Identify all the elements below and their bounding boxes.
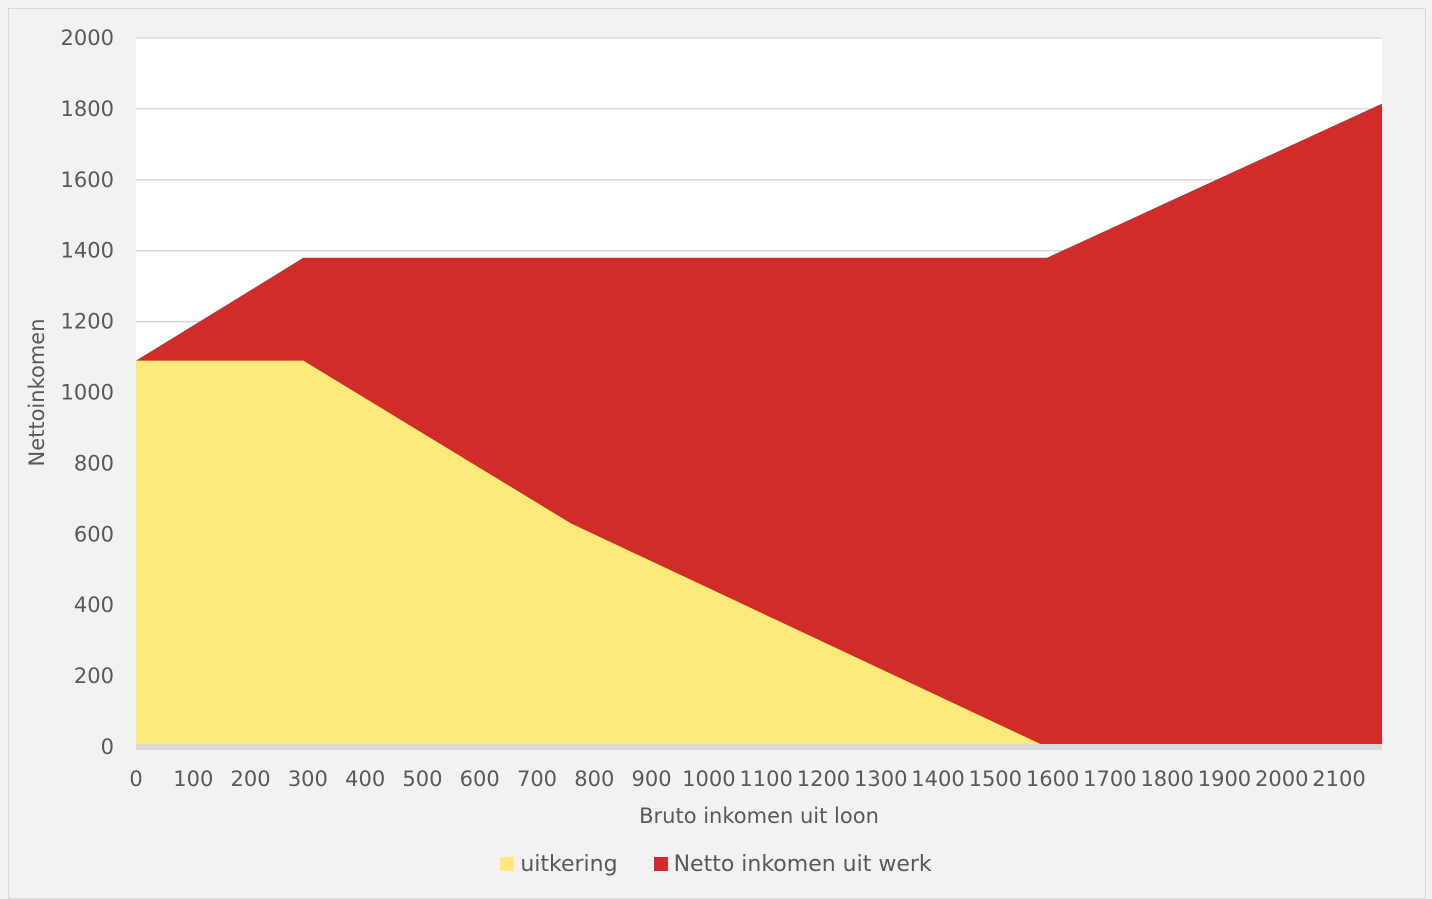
legend-swatch-netto-inkomen: [653, 857, 668, 871]
area-series: [136, 103, 1382, 747]
legend: uitkering Netto inkomen uit werk: [0, 846, 1432, 882]
x-tick-label: 1500: [969, 767, 1022, 791]
legend-item-uitkering: uitkering: [500, 851, 618, 877]
x-tick-label: 1300: [854, 767, 907, 791]
x-tick-label: 1200: [797, 767, 850, 791]
x-tick-label: 700: [517, 767, 557, 791]
x-tick-label: 1600: [1026, 767, 1079, 791]
y-tick-label: 2000: [61, 26, 114, 50]
x-tick-label: 300: [288, 767, 328, 791]
y-tick-labels: 0 200 400 600 800 1000 1200 1400 1600 1800 2000: [61, 26, 114, 759]
y-axis-title: Nettoinkomen: [25, 318, 49, 466]
y-tick-label: 400: [74, 593, 114, 617]
legend-label-uitkering: uitkering: [520, 851, 618, 877]
y-tick-label: 1000: [61, 381, 114, 405]
y-tick-label: 0: [101, 735, 114, 759]
x-axis-title: Bruto inkomen uit loon: [639, 804, 879, 828]
y-tick-label: 1200: [61, 310, 114, 334]
x-tick-label: 1700: [1083, 767, 1136, 791]
y-tick-label: 1800: [61, 97, 114, 121]
x-tick-label: 1400: [911, 767, 964, 791]
y-tick-label: 200: [74, 664, 114, 688]
x-tick-label: 1900: [1198, 767, 1251, 791]
x-tick-label: 500: [402, 767, 442, 791]
x-tick-labels: 0 100 200 300 400 500 600 700 800 900 1000 1100 1200…: [129, 767, 1365, 791]
x-tick-label: 800: [574, 767, 614, 791]
x-tick-label: 1100: [739, 767, 792, 791]
x-tick-label: 100: [173, 767, 213, 791]
area-uitkering: [136, 360, 1382, 747]
y-tick-label: 800: [74, 451, 114, 475]
x-tick-label: 2000: [1255, 767, 1308, 791]
x-tick-label: 0: [129, 767, 142, 791]
legend-item-netto-inkomen: Netto inkomen uit werk: [653, 851, 932, 877]
legend-label-netto-inkomen: Netto inkomen uit werk: [673, 851, 932, 877]
y-tick-label: 1600: [61, 168, 114, 192]
x-tick-label: 400: [345, 767, 385, 791]
x-tick-label: 900: [632, 767, 672, 791]
x-tick-label: 2100: [1312, 767, 1365, 791]
legend-swatch-uitkering: [500, 857, 515, 871]
y-tick-label: 600: [74, 522, 114, 546]
x-tick-label: 200: [231, 767, 271, 791]
x-tick-label: 1000: [682, 767, 735, 791]
x-tick-label: 1800: [1140, 767, 1193, 791]
x-tick-label: 600: [460, 767, 500, 791]
y-tick-label: 1400: [61, 239, 114, 263]
